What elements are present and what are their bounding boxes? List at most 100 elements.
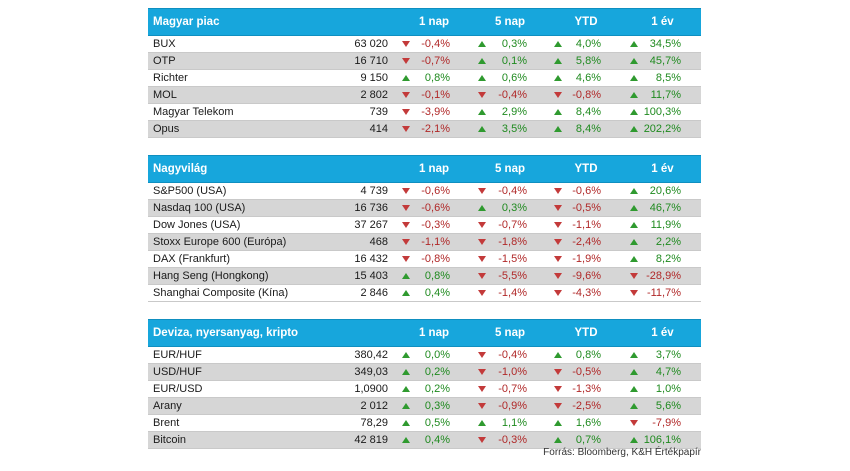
- up-arrow-icon: [402, 290, 410, 296]
- down-arrow-icon: [402, 109, 410, 115]
- down-arrow-icon: [554, 92, 562, 98]
- table-row: EUR/USD 1,0900 0,2% -0,7% -1,3% 1,0%: [148, 381, 701, 398]
- section-0: Magyar piac 1 nap 5 nap YTD 1 év BUX 63 020 -0,…: [148, 8, 701, 138]
- table-row: Dow Jones (USA) 37 267 -0,3% -0,7% -1,1% 11,9…: [148, 217, 701, 234]
- instrument-name: Brent: [153, 417, 180, 429]
- change-cell-d1: -0,6%: [396, 202, 472, 214]
- change-value: -0,8%: [421, 253, 450, 265]
- down-arrow-icon: [402, 58, 410, 64]
- table-row: Stoxx Europe 600 (Európa) 468 -1,1% -1,8% -2…: [148, 234, 701, 251]
- change-value: -0,6%: [572, 185, 601, 197]
- change-value: 2,9%: [501, 106, 527, 118]
- change-cell-d5: 0,1%: [472, 55, 548, 67]
- instrument-name: S&P500 (USA): [153, 185, 227, 197]
- instrument-name: Magyar Telekom: [153, 106, 234, 118]
- column-header: 5 nap: [494, 16, 526, 28]
- up-arrow-icon: [630, 126, 638, 132]
- instrument-name: Stoxx Europe 600 (Európa): [153, 236, 287, 248]
- change-value: 0,4%: [424, 434, 450, 446]
- change-cell-d5: -5,5%: [472, 270, 548, 282]
- change-value: -7,9%: [652, 417, 681, 429]
- change-cell-d1: 0,4%: [396, 287, 472, 299]
- up-arrow-icon: [402, 75, 410, 81]
- change-cell-ytd: 4,0%: [548, 38, 624, 50]
- instrument-name: MOL: [153, 89, 177, 101]
- change-value: 0,0%: [424, 349, 450, 361]
- change-cell-d1: 0,3%: [396, 400, 472, 412]
- up-arrow-icon: [630, 403, 638, 409]
- change-cell-y1: -11,7%: [624, 287, 701, 299]
- change-cell-ytd: 8,4%: [548, 106, 624, 118]
- instrument-price: 414: [369, 123, 388, 135]
- down-arrow-icon: [478, 239, 486, 245]
- change-cell-d1: 0,0%: [396, 349, 472, 361]
- change-value: -0,6%: [421, 202, 450, 214]
- change-value: -9,6%: [572, 270, 601, 282]
- down-arrow-icon: [554, 273, 562, 279]
- change-value: -0,7%: [498, 383, 527, 395]
- change-value: 0,8%: [575, 349, 601, 361]
- table-row: BUX 63 020 -0,4% 0,3% 4,0% 34,5%: [148, 36, 701, 53]
- change-value: -0,1%: [421, 89, 450, 101]
- column-header: 5 nap: [494, 327, 526, 339]
- down-arrow-icon: [554, 205, 562, 211]
- change-value: 0,7%: [575, 434, 601, 446]
- change-cell-d1: -0,1%: [396, 89, 472, 101]
- table-row: Magyar Telekom 739 -3,9% 2,9% 8,4% 100,3%: [148, 104, 701, 121]
- change-cell-d5: -1,4%: [472, 287, 548, 299]
- down-arrow-icon: [554, 403, 562, 409]
- change-value: -1,9%: [572, 253, 601, 265]
- column-header: 1 év: [651, 327, 674, 339]
- change-value: 8,4%: [575, 123, 601, 135]
- up-arrow-icon: [478, 109, 486, 115]
- change-value: 1,1%: [501, 417, 527, 429]
- change-value: -0,4%: [498, 185, 527, 197]
- instrument-price: 78,29: [360, 417, 388, 429]
- change-cell-d1: -1,1%: [396, 236, 472, 248]
- down-arrow-icon: [402, 256, 410, 262]
- instrument-name: Richter: [153, 72, 188, 84]
- down-arrow-icon: [554, 386, 562, 392]
- change-cell-d1: 0,8%: [396, 270, 472, 282]
- column-header: YTD: [574, 163, 598, 175]
- change-cell-y1: 100,3%: [624, 106, 701, 118]
- section-gap: [148, 302, 701, 319]
- column-header: 5 nap: [494, 163, 526, 175]
- down-arrow-icon: [554, 222, 562, 228]
- change-value: 0,6%: [501, 72, 527, 84]
- table-row: Hang Seng (Hongkong) 15 403 0,8% -5,5% -9,6%…: [148, 268, 701, 285]
- change-value: -0,7%: [421, 55, 450, 67]
- instrument-name: EUR/USD: [153, 383, 203, 395]
- section-gap: [148, 138, 701, 155]
- down-arrow-icon: [554, 239, 562, 245]
- change-cell-ytd: -0,8%: [548, 89, 624, 101]
- change-cell-ytd: -0,6%: [548, 185, 624, 197]
- change-value: -3,9%: [421, 106, 450, 118]
- table-row: Opus 414 -2,1% 3,5% 8,4% 202,2%: [148, 121, 701, 138]
- change-cell-y1: 1,0%: [624, 383, 701, 395]
- change-cell-d5: 3,5%: [472, 123, 548, 135]
- change-cell-ytd: -1,1%: [548, 219, 624, 231]
- change-value: -0,4%: [421, 38, 450, 50]
- instrument-price: 349,03: [354, 366, 388, 378]
- instrument-name: Bitcoin: [153, 434, 187, 446]
- change-cell-d5: -1,0%: [472, 366, 548, 378]
- change-cell-y1: 34,5%: [624, 38, 701, 50]
- down-arrow-icon: [630, 273, 638, 279]
- change-value: 8,5%: [655, 72, 681, 84]
- change-cell-d5: -1,8%: [472, 236, 548, 248]
- change-cell-ytd: -2,4%: [548, 236, 624, 248]
- column-header: YTD: [574, 16, 598, 28]
- down-arrow-icon: [630, 420, 638, 426]
- section-header: Nagyvilág 1 nap 5 nap YTD 1 év: [148, 155, 701, 183]
- change-cell-d5: -0,3%: [472, 434, 548, 446]
- instrument-name: Opus: [153, 123, 180, 135]
- change-cell-ytd: -1,9%: [548, 253, 624, 265]
- change-value: -0,5%: [572, 366, 601, 378]
- change-value: -1,0%: [498, 366, 527, 378]
- down-arrow-icon: [478, 352, 486, 358]
- change-value: 100,3%: [643, 106, 681, 118]
- change-value: -0,5%: [572, 202, 601, 214]
- change-cell-d5: 2,9%: [472, 106, 548, 118]
- instrument-name: Arany: [153, 400, 182, 412]
